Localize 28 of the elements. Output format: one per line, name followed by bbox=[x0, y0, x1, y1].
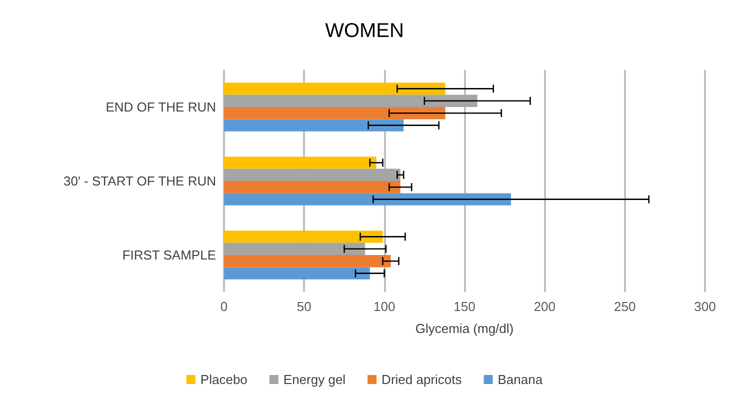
bar bbox=[224, 94, 478, 107]
y-tick-label: END OF THE RUN bbox=[106, 100, 216, 114]
y-tick-label: 30' - START OF THE RUN bbox=[64, 174, 216, 188]
x-tick-label: 100 bbox=[373, 299, 396, 314]
legend-label: Dried apricots bbox=[382, 372, 462, 387]
legend-label: Energy gel bbox=[283, 372, 346, 387]
x-tick-label: 200 bbox=[534, 299, 556, 314]
bar bbox=[224, 107, 446, 120]
bar bbox=[224, 267, 370, 280]
bar bbox=[224, 193, 511, 206]
x-tick-label: 150 bbox=[454, 299, 476, 314]
bar bbox=[224, 156, 376, 169]
y-tick-label: FIRST SAMPLE bbox=[122, 248, 216, 262]
bar bbox=[224, 168, 400, 181]
bar bbox=[224, 255, 391, 268]
bar bbox=[224, 242, 366, 255]
bar bbox=[224, 181, 400, 194]
bar bbox=[224, 230, 383, 243]
x-tick-label: 250 bbox=[614, 299, 636, 314]
legend-label: Placebo bbox=[200, 372, 248, 387]
x-tick-label: 300 bbox=[694, 299, 716, 314]
bar bbox=[224, 82, 446, 95]
x-tick-label: 0 bbox=[220, 299, 228, 314]
chart-title: WOMEN bbox=[325, 20, 404, 42]
bar bbox=[224, 119, 404, 132]
legend-label: Banana bbox=[498, 372, 544, 387]
x-tick-label: 50 bbox=[296, 299, 312, 314]
x-axis-title: Glycemia (mg/dl) bbox=[415, 321, 514, 336]
